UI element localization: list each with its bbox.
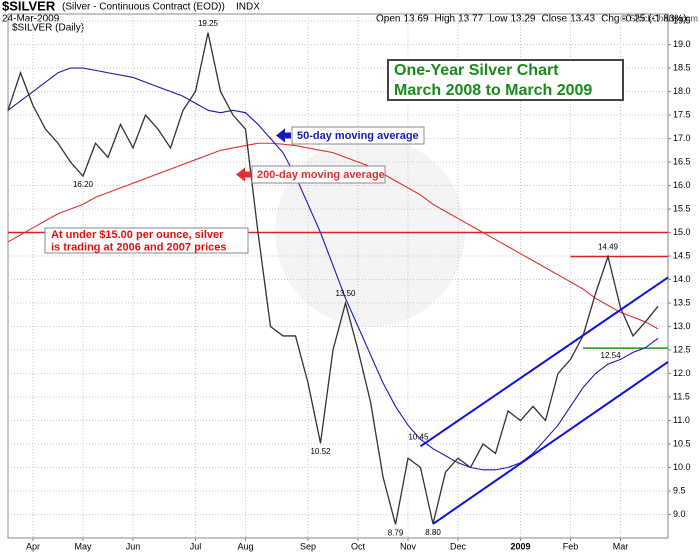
x-tick-label: Oct bbox=[351, 541, 366, 551]
annotation-text: At under $15.00 per ounce, silver bbox=[51, 229, 224, 241]
y-tick-label: 9.0 bbox=[673, 509, 686, 519]
series-line bbox=[7, 142, 659, 330]
x-tick-label: Feb bbox=[563, 541, 579, 551]
value-label: 10.52 bbox=[310, 447, 331, 456]
symbol: $SILVER bbox=[2, 0, 56, 13]
quote-value: -0.25 bbox=[622, 14, 645, 25]
x-tick-label: May bbox=[74, 541, 92, 551]
quote-value: 13.29 bbox=[510, 14, 535, 25]
trendline-label: 10.45 bbox=[408, 432, 429, 441]
series-line bbox=[7, 67, 659, 471]
quote-label: Open bbox=[376, 14, 400, 25]
quote-label: Chg bbox=[601, 14, 619, 25]
y-tick-label: 11.0 bbox=[673, 415, 690, 425]
y-tick-label: 18.0 bbox=[673, 86, 691, 96]
value-label: 13.50 bbox=[335, 289, 356, 298]
y-tick-label: 17.0 bbox=[673, 133, 691, 143]
y-tick-label: 18.5 bbox=[673, 62, 691, 72]
annotation-text: March 2008 to March 2009 bbox=[394, 82, 592, 99]
quote-label: Close bbox=[542, 14, 568, 25]
annotation-box bbox=[387, 59, 624, 101]
quote-value: 13.69 bbox=[403, 14, 428, 25]
y-tick-label: 11.5 bbox=[673, 391, 690, 401]
y-tick-label: 10.5 bbox=[673, 438, 691, 448]
x-tick-label: Dec bbox=[450, 541, 467, 551]
y-tick-label: 19.5 bbox=[673, 15, 691, 25]
y-tick-label: 13.5 bbox=[673, 297, 691, 307]
callout-arrow bbox=[276, 128, 291, 143]
trendline bbox=[419, 276, 669, 448]
y-tick-label: 9.5 bbox=[673, 485, 686, 495]
quote-value: 13.43 bbox=[570, 14, 595, 25]
x-tick-label: 2009 bbox=[510, 541, 530, 551]
legend-entry: 200-day moving average bbox=[257, 169, 385, 181]
quote-label: Low bbox=[489, 14, 508, 25]
y-tick-label: 15.5 bbox=[673, 203, 691, 213]
y-tick-label: 10.0 bbox=[673, 462, 691, 472]
x-tick-label: Jun bbox=[126, 541, 141, 551]
quote-label: High bbox=[435, 14, 456, 25]
trendline bbox=[432, 361, 669, 525]
y-tick-label: 16.0 bbox=[673, 180, 691, 190]
x-tick-label: Mar bbox=[613, 541, 629, 551]
y-tick-label: 12.5 bbox=[673, 344, 691, 354]
quote-value: 13.77 bbox=[458, 14, 483, 25]
x-tick-label: Aug bbox=[237, 541, 253, 551]
exchange: INDX bbox=[236, 2, 260, 13]
x-tick-label: Sep bbox=[300, 541, 316, 551]
y-tick-label: 15.0 bbox=[673, 227, 691, 237]
callout-box bbox=[251, 165, 386, 184]
value-label: 19.25 bbox=[198, 19, 219, 28]
callout-arrow bbox=[236, 167, 251, 182]
y-tick-label: 12.0 bbox=[673, 368, 691, 378]
annotation-text: is trading at 2006 and 2007 prices bbox=[51, 242, 226, 254]
credit: © StockCharts.com bbox=[620, 13, 698, 23]
y-tick-label: 14.5 bbox=[673, 250, 691, 260]
annotation-text: One-Year Silver Chart bbox=[394, 62, 559, 79]
y-tick-label: 16.5 bbox=[673, 156, 691, 166]
series-line bbox=[7, 32, 659, 525]
x-tick-label: Apr bbox=[26, 541, 40, 551]
legend-entry: 50-day moving average bbox=[297, 130, 419, 142]
y-tick-label: 14.0 bbox=[673, 274, 691, 284]
x-tick-label: Jul bbox=[190, 541, 202, 551]
x-tick-label: Nov bbox=[400, 541, 417, 551]
series-label: $SILVER (Daily) bbox=[12, 23, 84, 34]
value-label: 8.80 bbox=[425, 528, 441, 537]
value-label: 14.49 bbox=[598, 243, 619, 252]
value-label: 16.20 bbox=[73, 180, 94, 189]
annotation-box bbox=[44, 227, 249, 254]
y-tick-label: 19.0 bbox=[673, 39, 691, 49]
callout-box bbox=[291, 126, 425, 145]
subtitle: (Silver - Continuous Contract (EOD)) bbox=[62, 2, 225, 13]
y-tick-label: 17.5 bbox=[673, 109, 691, 119]
quote-note: (-1.83%) bbox=[648, 14, 686, 25]
y-tick-label: 13.0 bbox=[673, 321, 691, 331]
value-label: 8.79 bbox=[388, 528, 404, 537]
date: 24-Mar-2009 bbox=[2, 14, 60, 25]
level-label: 12.54 bbox=[601, 351, 622, 360]
